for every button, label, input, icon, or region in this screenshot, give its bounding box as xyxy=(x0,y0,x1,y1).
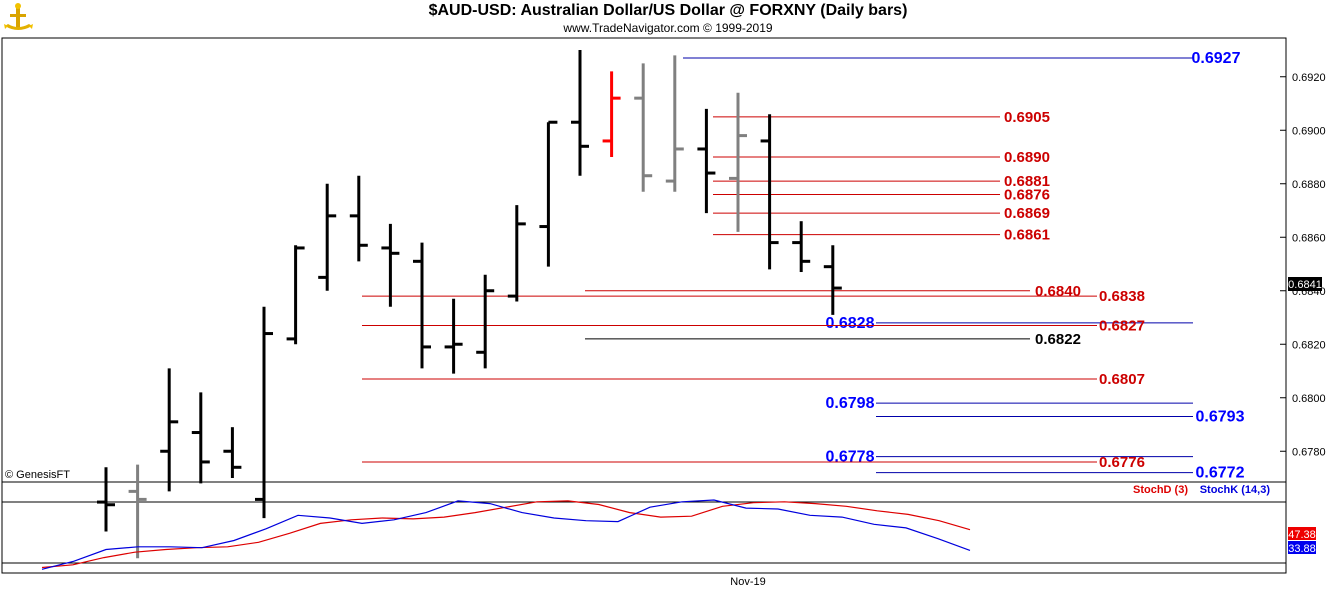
stochd-legend: StochD (3) xyxy=(1133,484,1188,496)
level-label: 0.6822 xyxy=(1035,331,1081,348)
level-label: 0.6776 xyxy=(1099,454,1145,471)
stochd-line xyxy=(41,500,971,569)
ohlc-bar xyxy=(97,467,115,532)
y-tick-label: 0.6920 xyxy=(1292,72,1326,84)
level-line-0.6840: 0.6840 xyxy=(585,283,1081,300)
level-line-0.6793: 0.6793 xyxy=(876,408,1245,425)
ohlc-bar xyxy=(697,108,716,214)
level-line-0.6827: 0.6827 xyxy=(362,318,1145,335)
stochk-line xyxy=(41,499,971,570)
ohlc-bar xyxy=(191,392,210,484)
ohlc-bar xyxy=(255,306,273,519)
level-line-0.6905: 0.6905 xyxy=(713,109,1050,126)
price-axis: 0.67800.68000.68200.68400.68600.68800.69… xyxy=(1280,72,1326,458)
chart-header: $AUD-USD: Australian Dollar/US Dollar @ … xyxy=(0,0,1336,38)
stochk-legend: StochK (14,3) xyxy=(1200,484,1271,496)
navigator-logo-icon xyxy=(2,2,36,39)
ohlc-bar xyxy=(444,298,463,374)
y-tick-label: 0.6880 xyxy=(1292,179,1326,191)
level-label: 0.6828 xyxy=(826,315,875,332)
y-tick-label: 0.6820 xyxy=(1292,339,1326,351)
ohlc-bar xyxy=(160,368,179,492)
genesis-watermark: © GenesisFT xyxy=(5,469,70,481)
level-line-0.6869: 0.6869 xyxy=(713,205,1050,222)
level-line-0.6772: 0.6772 xyxy=(876,465,1245,482)
level-label: 0.6861 xyxy=(1004,227,1050,244)
date-axis-label: Nov-19 xyxy=(730,576,765,588)
level-line-0.6778: 0.6778 xyxy=(826,449,1193,466)
level-label: 0.6840 xyxy=(1035,283,1081,300)
level-label: 0.6905 xyxy=(1004,109,1050,126)
ohlc-bar xyxy=(349,175,368,262)
ohlc-bar xyxy=(413,242,431,369)
level-line-0.6876: 0.6876 xyxy=(713,186,1050,203)
ohlc-bar xyxy=(792,221,811,273)
stochastic-panel xyxy=(41,499,971,570)
level-label: 0.6778 xyxy=(826,449,875,466)
last-price-tag xyxy=(1288,277,1322,291)
stochd-value: 47.38 xyxy=(1288,529,1316,541)
stochk-value: 33.88 xyxy=(1288,543,1316,555)
chart-subtitle: www.TradeNavigator.com © 1999-2019 xyxy=(563,21,773,35)
ohlc-bar xyxy=(539,120,558,267)
level-label: 0.6890 xyxy=(1004,149,1050,166)
stoch-panel-frame xyxy=(1,481,1287,574)
level-label: 0.6798 xyxy=(826,395,875,412)
ohlc-bar xyxy=(507,205,526,302)
level-line-0.6822: 0.6822 xyxy=(585,331,1081,348)
ohlc-bar xyxy=(571,50,589,176)
level-label: 0.6869 xyxy=(1004,205,1050,222)
ohlc-bar xyxy=(665,55,684,192)
last-price-label: 0.6841 xyxy=(1288,279,1322,291)
level-label: 0.6772 xyxy=(1196,465,1245,482)
ohlc-bar xyxy=(823,245,842,315)
level-line-0.6828: 0.6828 xyxy=(826,315,1193,332)
level-label: 0.6876 xyxy=(1004,186,1050,203)
ohlc-bar xyxy=(286,245,305,345)
y-tick-label: 0.6780 xyxy=(1292,446,1326,458)
level-label: 0.6927 xyxy=(1192,50,1241,67)
level-label: 0.6827 xyxy=(1099,318,1145,335)
level-line-0.6807: 0.6807 xyxy=(362,371,1145,388)
ohlc-bar xyxy=(760,114,779,270)
level-line-0.6927: 0.6927 xyxy=(683,50,1241,67)
level-label: 0.6807 xyxy=(1099,371,1145,388)
chart-title: $AUD-USD: Australian Dollar/US Dollar @ … xyxy=(428,2,908,19)
level-label: 0.6881 xyxy=(1004,173,1050,190)
stochd-value-tag xyxy=(1288,527,1316,540)
level-label: 0.6793 xyxy=(1196,408,1245,425)
ohlc-bar xyxy=(634,63,653,192)
stochk-value-tag xyxy=(1288,541,1316,554)
ohlc-bar xyxy=(318,183,337,291)
y-tick-label: 0.6900 xyxy=(1292,125,1326,137)
level-line-0.6890: 0.6890 xyxy=(713,149,1050,166)
ohlc-bar xyxy=(223,427,242,478)
ohlc-bar xyxy=(729,92,747,232)
level-label: 0.6838 xyxy=(1099,288,1145,305)
level-line-0.6861: 0.6861 xyxy=(713,227,1050,244)
y-tick-label: 0.6860 xyxy=(1292,232,1326,244)
ohlc-bars xyxy=(97,50,842,559)
level-line-0.6881: 0.6881 xyxy=(713,173,1050,190)
ohlc-bar xyxy=(128,464,147,559)
ohlc-bar xyxy=(381,223,400,307)
level-line-0.6798: 0.6798 xyxy=(826,395,1193,412)
level-line-0.6776: 0.6776 xyxy=(362,454,1145,471)
ohlc-bar xyxy=(476,274,495,369)
y-tick-label: 0.6800 xyxy=(1292,393,1326,405)
ohlc-bar xyxy=(602,71,621,157)
